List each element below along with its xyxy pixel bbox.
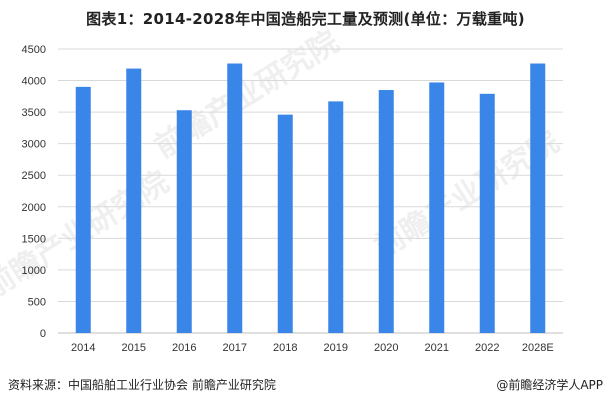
- bar-chart: 0 500 1000 1500 2000 2500 3000 3500 4000 4500 2014…: [22, 44, 563, 354]
- y-tick-label: 3000: [22, 139, 46, 151]
- y-tick-label: 4500: [22, 44, 46, 56]
- bar: [378, 90, 394, 333]
- x-tick-label: 2022: [475, 342, 499, 354]
- source-note: 资料来源：中国船舶工业行业协会 前瞻产业研究院: [8, 378, 276, 392]
- y-tick-label: 3500: [22, 107, 46, 119]
- bar: [530, 63, 546, 333]
- bar: [429, 82, 445, 334]
- y-tick-label: 1500: [22, 233, 46, 245]
- bar: [227, 63, 243, 333]
- bar: [176, 110, 192, 334]
- x-tick-label: 2016: [172, 342, 196, 354]
- x-tick-label: 2017: [223, 342, 247, 354]
- x-tick-label: 2021: [425, 342, 449, 354]
- bar: [75, 86, 91, 333]
- x-tick-label: 2015: [122, 342, 146, 354]
- x-tick-label: 2014: [71, 342, 95, 354]
- chart-title: 图表1：2014-2028年中国造船完工量及预测(单位：万载重吨): [86, 10, 525, 28]
- chart-area: 0 500 1000 1500 2000 2500 3000 3500 4000 4500 2014…: [0, 30, 611, 365]
- y-tick-label: 2000: [22, 202, 46, 214]
- x-tick-label: 2020: [374, 342, 398, 354]
- y-tick-label: 2500: [22, 170, 46, 182]
- x-tick-label: 2028E: [522, 342, 554, 354]
- x-tick-label: 2019: [324, 342, 348, 354]
- footer: 资料来源：中国船舶工业行业协会 前瞻产业研究院 @前瞻经济学人APP: [8, 376, 603, 396]
- x-tick-label: 2018: [273, 342, 297, 354]
- brand-credit: @前瞻经济学人APP: [496, 378, 603, 392]
- bar: [479, 93, 495, 333]
- bar: [277, 114, 293, 333]
- y-tick-label: 500: [28, 296, 46, 308]
- bar: [328, 101, 344, 333]
- y-tick-label: 4000: [22, 76, 46, 88]
- y-tick-label: 1000: [22, 265, 46, 277]
- y-tick-label: 0: [40, 328, 46, 340]
- bar: [126, 68, 142, 333]
